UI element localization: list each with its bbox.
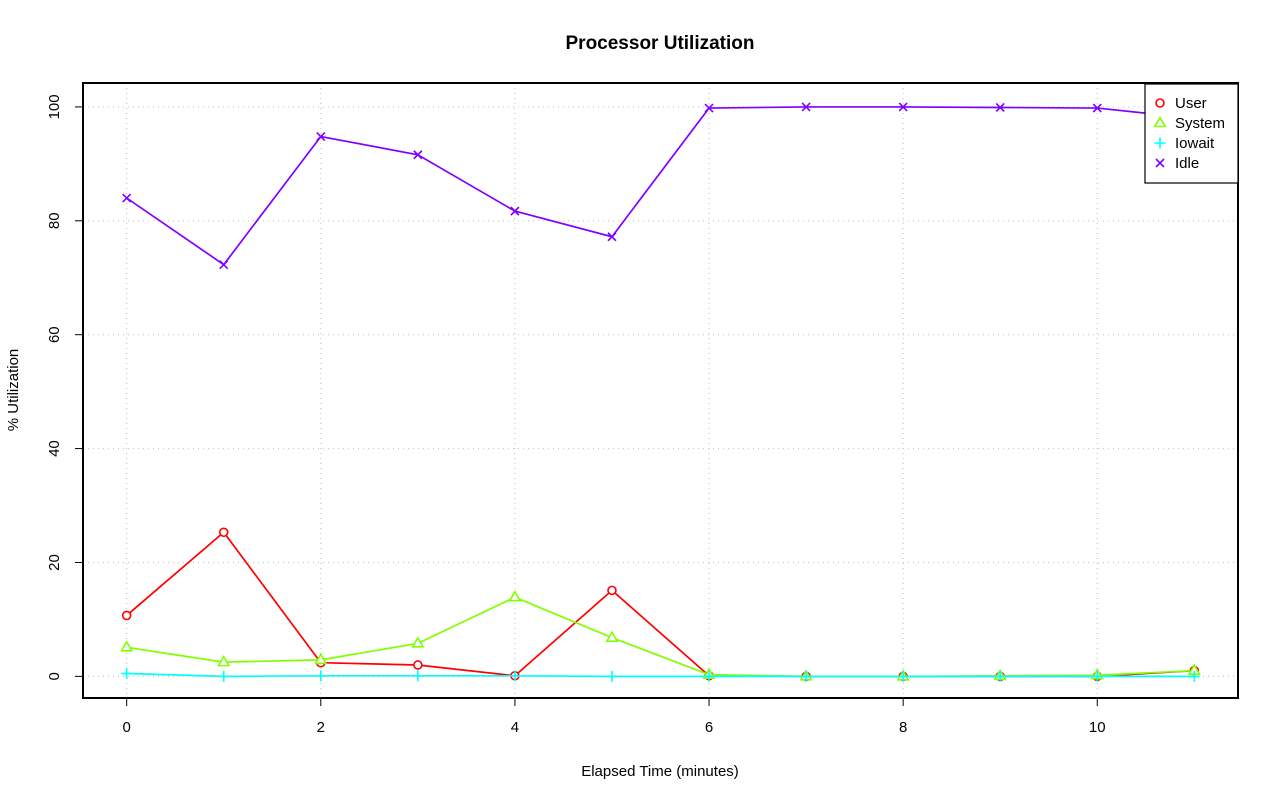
- data-point-idle: [1092, 103, 1102, 113]
- series-line-user: [126, 531, 1195, 678]
- y-tick-label: 100: [46, 94, 63, 119]
- data-point-system: [411, 636, 425, 648]
- data-point-user: [121, 610, 132, 621]
- legend-item-user: User: [1155, 95, 1207, 112]
- series-system: [120, 590, 1201, 681]
- y-axis: 0 20 40 60 80 100: [46, 94, 83, 681]
- legend-label-user: User: [1175, 95, 1207, 112]
- x-tick-label: 8: [899, 719, 907, 736]
- data-point-idle: [510, 206, 520, 216]
- data-point-idle: [607, 232, 617, 242]
- data-point-iowait: [606, 670, 618, 682]
- data-point-iowait: [1091, 670, 1103, 682]
- legend-item-system: System: [1153, 115, 1225, 132]
- legend-marker-user: [1155, 98, 1165, 108]
- series-line-idle: [126, 106, 1195, 266]
- series-idle: [122, 102, 1199, 270]
- grid: [83, 83, 1238, 698]
- data-point-iowait: [897, 670, 909, 682]
- data-point-user: [607, 585, 617, 596]
- legend-marker-iowait: [1154, 137, 1166, 149]
- chart-title: Processor Utilization: [566, 33, 755, 54]
- data-point-idle: [801, 102, 811, 112]
- data-point-idle: [316, 131, 326, 142]
- data-point-iowait: [121, 668, 133, 680]
- data-point-user: [413, 660, 423, 670]
- data-point-idle: [704, 103, 714, 113]
- y-axis-label: % Utilization: [5, 349, 22, 432]
- data-point-iowait: [800, 670, 812, 682]
- data-point-iowait: [1188, 670, 1200, 682]
- data-point-iowait: [218, 670, 230, 682]
- series-iowait: [121, 668, 1200, 682]
- x-tick-label: 0: [123, 719, 131, 736]
- data-point-iowait: [994, 670, 1006, 682]
- series-line-system: [126, 596, 1195, 678]
- data-point-system: [508, 590, 522, 602]
- plot-frame: [82, 82, 1239, 699]
- legend-label-idle: Idle: [1175, 155, 1199, 172]
- data-point-iowait: [703, 670, 715, 682]
- data-point-iowait: [412, 670, 424, 682]
- data-point-system: [605, 630, 619, 642]
- legend-marker-idle: [1155, 158, 1165, 168]
- legend-label-iowait: Iowait: [1175, 135, 1215, 152]
- data-point-iowait: [509, 670, 521, 682]
- data-point-idle: [995, 102, 1005, 113]
- series-user: [121, 527, 1200, 682]
- x-tick-label: 6: [705, 719, 713, 736]
- series-line-iowait: [126, 672, 1195, 678]
- data-point-system: [314, 652, 328, 665]
- data-point-system: [217, 655, 231, 667]
- data-point-idle: [122, 193, 132, 203]
- series-group: [120, 102, 1201, 682]
- x-tick-label: 10: [1089, 719, 1106, 736]
- y-tick-label: 40: [46, 440, 63, 457]
- legend-item-iowait: Iowait: [1154, 135, 1215, 152]
- x-axis: 0 2 4 6 8 10: [123, 698, 1106, 736]
- data-point-idle: [898, 102, 908, 112]
- legend-item-idle: Idle: [1155, 155, 1199, 172]
- data-point-iowait: [315, 670, 327, 682]
- data-point-user: [218, 527, 229, 538]
- legend-marker-system: [1153, 115, 1167, 128]
- x-tick-label: 4: [511, 719, 519, 736]
- data-point-system: [120, 640, 134, 652]
- y-tick-label: 0: [46, 672, 63, 680]
- data-point-idle: [413, 150, 423, 160]
- legend-label-system: System: [1175, 115, 1225, 132]
- data-point-idle: [219, 260, 229, 270]
- y-tick-label: 80: [46, 212, 63, 229]
- y-tick-label: 60: [46, 326, 63, 343]
- y-tick-label: 20: [46, 554, 63, 571]
- legend: User System Iowait Idle: [1144, 83, 1239, 184]
- x-axis-label: Elapsed Time (minutes): [581, 763, 739, 780]
- x-tick-label: 2: [317, 719, 325, 736]
